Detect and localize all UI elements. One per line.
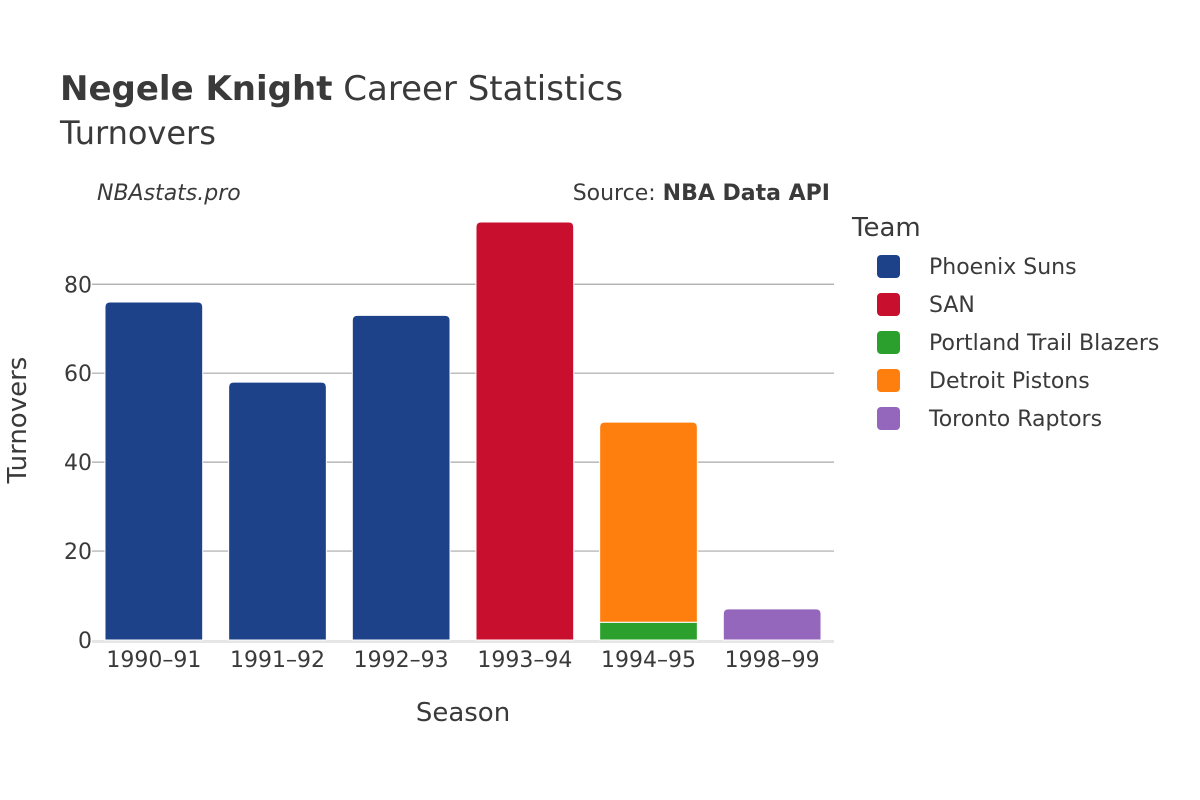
y-tick-label: 60 (64, 362, 92, 387)
bar-toronto-raptors-1998–99 (722, 608, 822, 641)
bar-portland-trail-blazers-1994–95 (599, 621, 698, 641)
y-tick-labels: 0 20 40 60 80 (64, 273, 92, 654)
legend-title: Team (851, 213, 921, 243)
x-tick-label: 1998–99 (725, 648, 820, 673)
x-tick-label: 1993–94 (477, 648, 572, 673)
chart-title-rest: Career Statistics (332, 69, 623, 109)
bar-phoenix-suns-1992–93 (351, 314, 451, 641)
y-tick-label: 0 (78, 629, 92, 654)
source-prefix: Source: (573, 181, 663, 206)
bar-phoenix-suns-1990–91 (104, 301, 204, 641)
legend: Phoenix Suns SAN Portland Trail Blazers Det… (877, 255, 1159, 432)
bar-phoenix-suns-1991–92 (228, 381, 327, 641)
x-tick-label: 1992–93 (354, 648, 449, 673)
legend-label: Phoenix Suns (929, 255, 1077, 280)
source-text: Source: NBA Data API (573, 181, 830, 206)
y-tick-label: 40 (64, 451, 92, 476)
y-tick-label: 80 (64, 273, 92, 298)
legend-label: Detroit Pistons (929, 369, 1090, 394)
legend-label: Toronto Raptors (928, 407, 1102, 432)
source-name: NBA Data API (663, 181, 830, 206)
bars (104, 221, 822, 641)
x-tick-label: 1991–92 (230, 648, 325, 673)
chart-subtitle: Turnovers (59, 114, 216, 152)
gridlines (92, 283, 834, 643)
bar-detroit-pistons-1994–95 (599, 421, 698, 623)
chart-title-player: Negele Knight (60, 69, 332, 109)
chart-title: Negele Knight Career Statistics (60, 69, 623, 109)
legend-swatch (877, 407, 900, 430)
legend-swatch (877, 331, 900, 354)
x-tick-label: 1994–95 (601, 648, 696, 673)
x-axis-title: Season (416, 698, 510, 728)
legend-label: SAN (929, 293, 975, 318)
legend-swatch (877, 255, 900, 278)
watermark: NBAstats.pro (97, 181, 241, 206)
x-tick-label: 1990–91 (106, 648, 201, 673)
legend-swatch (877, 293, 900, 316)
x-tick-labels: 1990–91 1991–92 1992–93 1993–94 1994–95 1998–… (106, 648, 819, 673)
bar-san-1993–94 (475, 221, 575, 641)
y-tick-label: 20 (64, 540, 92, 565)
legend-label: Portland Trail Blazers (929, 331, 1159, 356)
y-axis-title: Turnovers (3, 357, 33, 485)
legend-swatch (877, 369, 900, 392)
